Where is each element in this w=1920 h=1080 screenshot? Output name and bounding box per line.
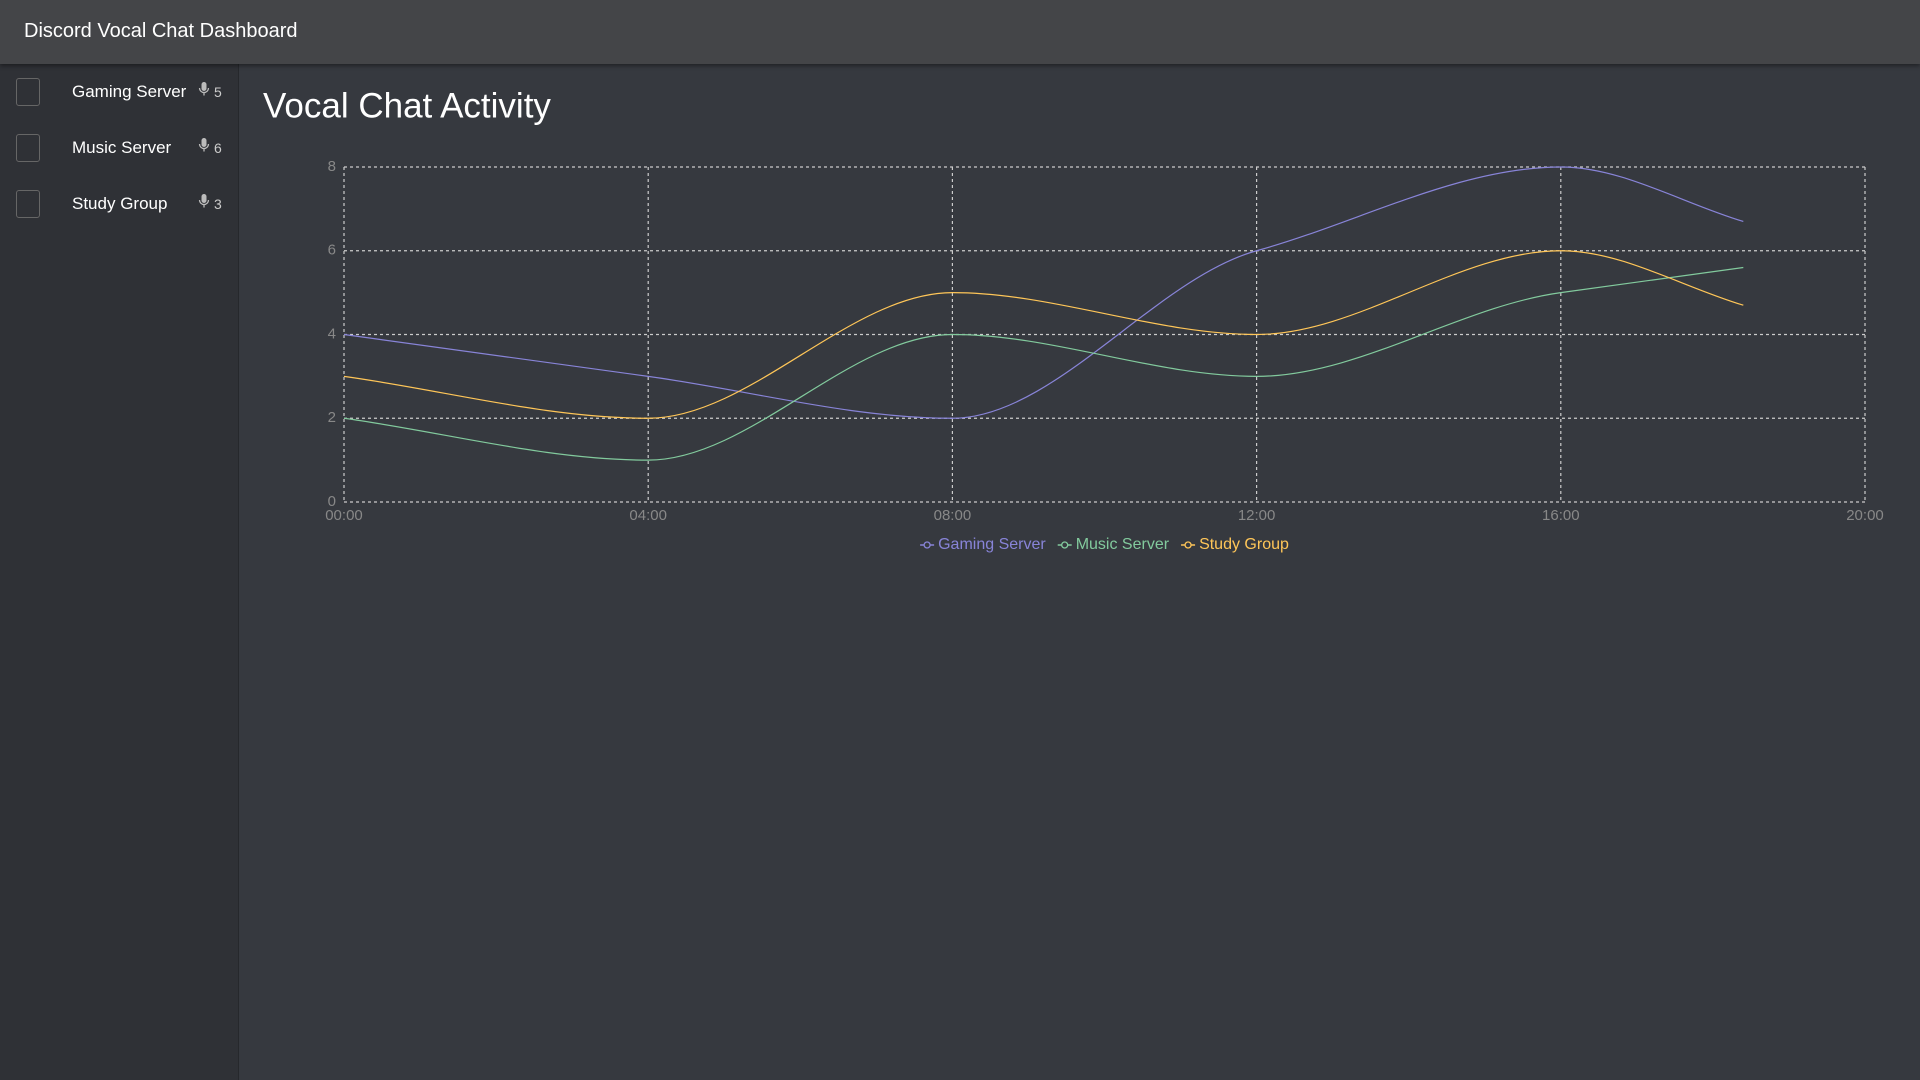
y-tick-label: 8 (328, 158, 336, 175)
x-tick-label: 00:00 (325, 507, 363, 524)
legend-marker (1061, 541, 1069, 549)
line (343, 250, 1744, 419)
line (343, 166, 1744, 419)
chart-title: Vocal Chat Activity (263, 86, 551, 125)
legend-marker (1184, 541, 1192, 549)
x-tick-label: 12:00 (1238, 507, 1276, 524)
x-tick-label: 16:00 (1542, 507, 1580, 524)
server-name: Gaming Server (72, 82, 187, 101)
server-name: Music Server (72, 138, 172, 157)
y-tick-label: 6 (328, 242, 336, 259)
server-item[interactable]: Study Group 3 (0, 176, 238, 232)
x-tick-label: 20:00 (1846, 507, 1884, 524)
header: Discord Vocal Chat Dashboard (0, 0, 1920, 64)
server-item[interactable]: Music Server 6 (0, 120, 238, 176)
chart: Vocal Chat Activity 0 2 4 6 8 00:00 04:00 08:00… (263, 86, 1884, 553)
server-name: Study Group (72, 194, 168, 213)
server-item[interactable]: Gaming Server 5 (0, 64, 238, 120)
server-icon (16, 78, 40, 106)
x-tick-label: 04:00 (629, 507, 667, 524)
user-count: 5 (214, 84, 222, 100)
user-count: 6 (214, 140, 222, 156)
server-icon (16, 134, 40, 162)
mic-icon (198, 81, 210, 102)
legend-label: Study Group (1199, 536, 1289, 553)
legend-label: Music Server (1076, 536, 1170, 553)
legend-marker (923, 541, 931, 549)
y-tick-label: 2 (328, 409, 336, 426)
sidebar: Gaming Server 5 Music Server 6 Study Group 3 (0, 64, 239, 1080)
user-count: 3 (214, 196, 222, 212)
x-tick-label: 08:00 (934, 507, 972, 524)
mic-icon (198, 193, 210, 214)
y-tick-label: 4 (328, 325, 336, 342)
y-tick-label: 0 (328, 493, 336, 510)
server-icon (16, 190, 40, 218)
mic-icon (198, 137, 210, 158)
legend-label: Gaming Server (938, 536, 1046, 553)
header-title: Discord Vocal Chat Dashboard (24, 20, 298, 42)
line (343, 266, 1744, 461)
